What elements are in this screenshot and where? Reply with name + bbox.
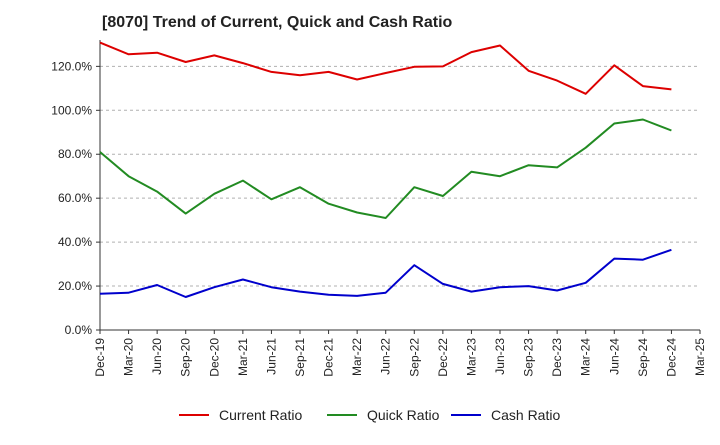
x-tick-label: Dec-23 [550, 338, 564, 377]
series-line-current-ratio [99, 41, 672, 95]
x-tick-label: Dec-21 [322, 338, 336, 377]
y-tick-label: 60.0% [58, 191, 92, 205]
y-tick-label: 100.0% [51, 103, 92, 117]
x-tick-label: Sep-21 [293, 338, 307, 377]
legend-label-cash-ratio: Cash Ratio [491, 407, 560, 423]
y-tick-label: 20.0% [58, 279, 92, 293]
series-line-cash-ratio [99, 248, 672, 298]
legend-label-quick-ratio: Quick Ratio [367, 407, 440, 423]
chart-title: [8070] Trend of Current, Quick and Cash … [102, 14, 453, 31]
x-tick-label: Jun-21 [264, 338, 278, 375]
y-tick-label: 0.0% [65, 323, 93, 337]
x-tick-label: Dec-22 [436, 338, 450, 377]
x-tick-label: Sep-24 [636, 338, 650, 377]
legend-label-current-ratio: Current Ratio [219, 407, 302, 423]
x-tick-label: Mar-23 [464, 338, 478, 376]
x-tick-label: Mar-21 [236, 338, 250, 376]
x-tick-label: Jun-20 [150, 338, 164, 375]
x-tick-label: Jun-24 [607, 338, 621, 375]
x-tick-label: Dec-20 [207, 338, 221, 377]
x-tick-label: Dec-24 [664, 338, 678, 377]
x-tick-label: Sep-22 [407, 338, 421, 377]
x-tick-label: Sep-23 [522, 338, 536, 377]
x-tick-label: Mar-25 [693, 338, 707, 376]
x-tick-label: Mar-22 [350, 338, 364, 376]
x-tick-label: Mar-24 [579, 338, 593, 376]
series-line-quick-ratio [99, 118, 672, 219]
y-tick-label: 40.0% [58, 235, 92, 249]
x-tick-label: Sep-20 [179, 338, 193, 377]
y-tick-label: 80.0% [58, 147, 92, 161]
x-tick-label: Mar-20 [122, 338, 136, 376]
y-tick-label: 120.0% [51, 59, 92, 73]
x-tick-label: Jun-22 [379, 338, 393, 375]
x-tick-label: Dec-19 [93, 338, 107, 377]
x-tick-label: Jun-23 [493, 338, 507, 375]
